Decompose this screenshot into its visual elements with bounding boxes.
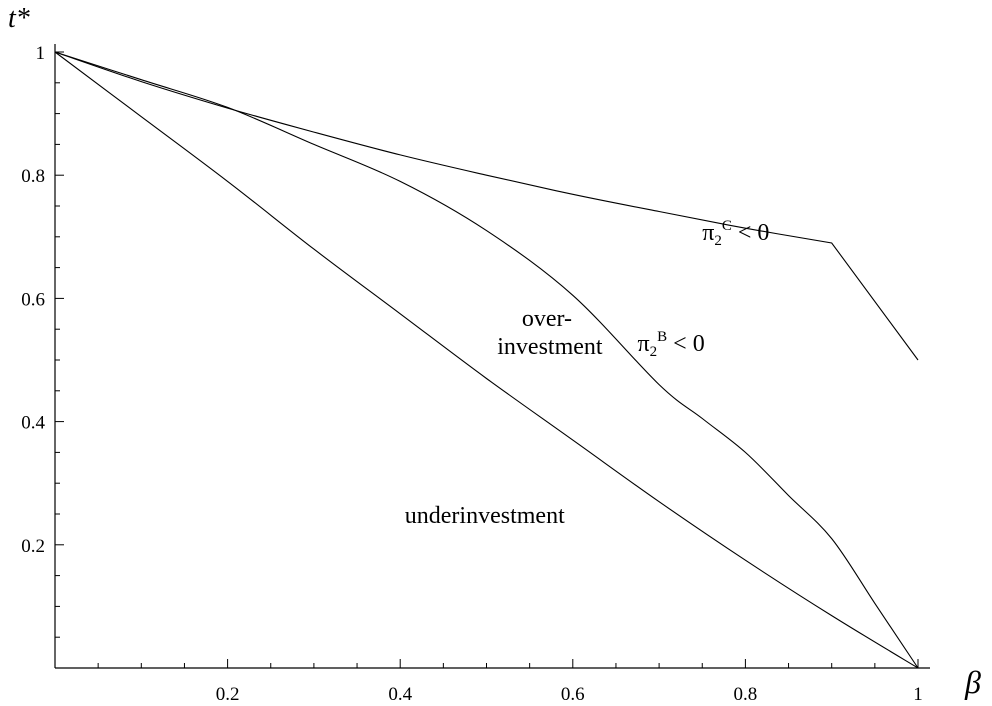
annotations: π2C < 0 π2B < 0 over-investment underinvest…: [405, 218, 770, 529]
y-axis-title: t*: [8, 3, 30, 34]
annotation-over-1: over-: [522, 306, 572, 332]
series-line-upper: [54, 51, 919, 361]
y-tick-label: 0.8: [21, 166, 45, 187]
x-tick-label: 0.4: [388, 684, 412, 705]
y-ticks: 0.2 0.4 0.6 0.8 1: [21, 43, 64, 638]
y-tick-label: 1: [36, 43, 46, 64]
curves: [54, 51, 919, 669]
x-axis-title: β: [964, 664, 981, 700]
annotation-pi-b: π2B < 0: [638, 329, 705, 360]
x-ticks: 0.2 0.4 0.6 0.8 1: [97, 659, 923, 705]
axes: 0.2 0.4 0.6 0.8 1 0.2 0.4 0.6 0.8 1: [21, 43, 930, 705]
x-tick-label: 1: [913, 684, 923, 705]
series-line-lower: [54, 51, 919, 669]
annotation-under: underinvestment: [405, 503, 565, 529]
x-tick-label: 0.2: [216, 684, 240, 705]
y-tick-label: 0.6: [21, 289, 45, 310]
x-tick-label: 0.6: [561, 684, 585, 705]
y-tick-label: 0.4: [21, 413, 45, 434]
series-line-middle: [54, 51, 919, 669]
annotation-over-2: investment: [497, 334, 603, 360]
x-tick-label: 0.8: [734, 684, 758, 705]
annotation-pi-c: π2C < 0: [702, 218, 769, 249]
y-tick-label: 0.2: [21, 536, 45, 557]
